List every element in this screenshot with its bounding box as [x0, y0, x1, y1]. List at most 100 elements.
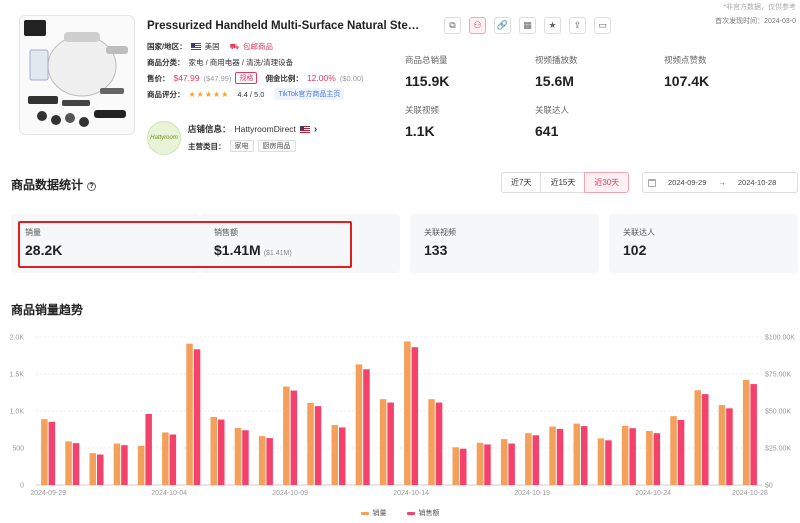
shop-label: 店铺信息：	[188, 124, 231, 134]
free-shipping-label: 包邮商品	[243, 42, 274, 51]
spec-tag[interactable]: 规格	[235, 72, 258, 84]
commission-value: 12.00%	[306, 73, 336, 83]
share-icon[interactable]: ⚇	[469, 17, 486, 34]
bar-revenue	[387, 402, 394, 485]
link-icon[interactable]: 🔗	[494, 17, 511, 34]
bar-revenue	[508, 443, 515, 485]
region-value: 美国	[204, 42, 220, 51]
bar-revenue	[411, 347, 419, 485]
y-tick-label-right: $50.00K	[765, 409, 791, 416]
rating-row: 商品评分： ★★★★★ 4.4 / 5.0 TikTok官方商品主页	[147, 88, 345, 100]
legend-item-revenue[interactable]: 销售额	[406, 508, 440, 518]
shop-category-tag: 家电	[229, 140, 254, 152]
y-tick-label-right: $25.00K	[765, 446, 791, 453]
bar-revenue	[363, 369, 370, 485]
copy-icon[interactable]: ⧉	[444, 17, 461, 34]
us-flag-icon	[299, 125, 310, 133]
stat-card-sales: 销量 28.2K	[11, 214, 200, 273]
bar-revenue	[460, 448, 467, 485]
bar-sales	[694, 390, 701, 485]
message-icon[interactable]: ▭	[594, 17, 611, 34]
bar-sales	[89, 453, 96, 485]
legend-item-sales[interactable]: 销量	[360, 508, 387, 518]
bar-sales	[718, 405, 726, 485]
category-row: 商品分类： 家电 / 商用电器 / 清洗/清理设备	[147, 57, 293, 68]
y-tick-label-right: $0	[765, 483, 773, 490]
bar-sales	[428, 399, 435, 485]
bar-revenue	[145, 413, 152, 485]
tab-30-days[interactable]: 近30天	[584, 172, 630, 193]
y-tick-label-left: 1.5K	[10, 372, 25, 379]
date-start[interactable]: 2024-09-29	[668, 178, 707, 187]
bar-sales	[500, 439, 508, 485]
price-orig: ($47.99)	[203, 73, 232, 83]
help-icon[interactable]: ?	[87, 182, 97, 191]
y-tick-label-left: 2.0K	[10, 335, 25, 342]
date-end[interactable]: 2024-10-28	[737, 178, 777, 187]
bar-revenue	[169, 434, 177, 485]
rating-value: 4.4 / 5.0	[237, 89, 265, 99]
bar-sales	[573, 423, 580, 485]
highlight-box	[18, 221, 352, 268]
bar-sales	[331, 425, 338, 485]
bar-revenue	[629, 428, 636, 485]
tab-7-days[interactable]: 近7天	[501, 172, 542, 193]
y-tick-label-left: 500	[12, 446, 24, 453]
y-tick-label-left: 0	[20, 483, 24, 490]
kpi-video-views: 视频播放数 15.6M	[535, 55, 578, 89]
bar-revenue	[290, 390, 298, 485]
shop-name[interactable]: HattyroomDirect	[234, 124, 296, 134]
bar-sales	[258, 436, 266, 485]
shop-arrow-icon[interactable]: ›	[313, 123, 318, 135]
period-tabs: 近7天 近15天 近30天	[501, 172, 630, 193]
bar-sales	[186, 343, 193, 485]
bar-sales	[307, 402, 314, 485]
calendar-icon	[648, 178, 656, 187]
stat-card-creators: 关联达人 102	[609, 214, 798, 273]
region-row: 国家/地区： 美国 ⛟ 包邮商品	[147, 41, 273, 52]
bar-revenue	[72, 443, 80, 485]
category-label: 商品分类：	[147, 58, 185, 67]
bar-sales	[210, 416, 217, 485]
tab-15-days[interactable]: 近15天	[540, 172, 586, 193]
x-tick-label: 2024-10-14	[393, 490, 429, 497]
bar-revenue	[435, 402, 443, 485]
bar-sales	[137, 445, 145, 485]
bar-revenue	[581, 426, 588, 485]
bar-revenue	[339, 427, 346, 485]
x-tick-label: 2024-10-24	[635, 490, 671, 497]
bar-revenue	[484, 444, 491, 485]
category-value[interactable]: 家电 / 商用电器 / 清洗/清理设备	[188, 58, 294, 67]
bar-sales	[452, 447, 459, 485]
price-value: $47.99	[173, 73, 200, 83]
price-label: 售价：	[147, 73, 170, 83]
free-shipping-icon: ⛟	[229, 41, 240, 51]
bar-revenue	[266, 438, 273, 485]
tiktok-product-link[interactable]: TikTok官方商品主页	[274, 88, 345, 100]
date-arrow-icon: →	[718, 178, 726, 187]
qrcode-icon[interactable]: ▦	[519, 17, 536, 34]
x-tick-label: 2024-10-19	[514, 490, 550, 497]
revenue-sub: ($1.41M)	[263, 250, 292, 257]
bar-sales	[283, 386, 290, 485]
bar-revenue	[193, 349, 201, 485]
star-icon[interactable]: ★	[544, 17, 561, 34]
shop-category-tag: 厨房用品	[257, 140, 296, 152]
data-disclaimer: *非官方数据，仅供参考	[723, 4, 796, 11]
chart-legend: 销量 销售额	[0, 508, 800, 518]
bar-sales	[355, 364, 363, 485]
bar-sales	[476, 442, 484, 485]
product-image[interactable]	[19, 15, 135, 135]
rating-stars-icon: ★★★★★	[188, 89, 230, 99]
date-range-picker[interactable]: 2024-09-29 → 2024-10-28	[642, 172, 798, 193]
x-tick-label: 2024-10-04	[151, 490, 187, 497]
upload-icon[interactable]: ⇪	[569, 17, 586, 34]
bar-revenue	[726, 408, 733, 485]
bar-revenue	[702, 394, 709, 485]
shop-logo[interactable]: Hattyroom	[147, 121, 181, 155]
legend-swatch	[406, 511, 415, 515]
bar-sales	[670, 416, 677, 485]
bar-revenue	[121, 445, 128, 485]
bar-sales	[234, 428, 242, 485]
product-title[interactable]: Pressurized Handheld Multi-Surface Natur…	[147, 20, 422, 32]
